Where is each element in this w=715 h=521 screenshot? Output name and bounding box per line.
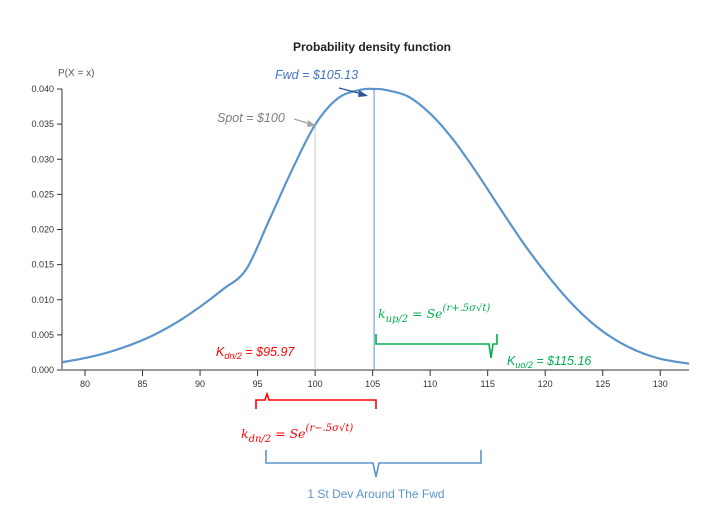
- spot-label: Spot = $100: [217, 111, 285, 125]
- x-ticks: 80 85 90 95 100 105 110 115 120 125 130: [80, 370, 668, 389]
- spot-arrowhead: [307, 120, 316, 127]
- y-tick-label: 0.025: [31, 189, 54, 199]
- k-dn-value: Kdn/2 = $95.97: [216, 345, 295, 361]
- x-tick-label: 95: [253, 379, 263, 389]
- y-tick-label: 0.030: [31, 154, 54, 164]
- x-tick-label: 100: [308, 379, 323, 389]
- y-tick-label: 0.035: [31, 119, 54, 129]
- y-tick-label: 0.020: [31, 225, 54, 235]
- y-tick-label: 0.000: [31, 365, 54, 375]
- x-tick-label: 125: [595, 379, 610, 389]
- k-up-formula: kup/2 = Se(r+.5σ√t): [378, 303, 490, 325]
- k-dn-formula: kdn/2 = Se(r−.5σ√t): [241, 423, 353, 445]
- k-dn-brace: [255, 391, 377, 409]
- fwd-label: Fwd = $105.13: [275, 68, 358, 82]
- k-up-brace: [375, 334, 498, 359]
- chart-title: Probability density function: [293, 40, 451, 54]
- x-tick-label: 105: [365, 379, 380, 389]
- x-tick-label: 115: [480, 379, 494, 389]
- fwd-arrowhead: [358, 90, 368, 97]
- y-axis-label: P(X = x): [58, 68, 94, 79]
- y-tick-label: 0.010: [31, 295, 54, 305]
- reference-lines: [314, 89, 375, 370]
- k-up-value: Kuo/2 = $115.16: [507, 354, 591, 370]
- x-tick-label: 130: [653, 379, 668, 389]
- x-tick-label: 120: [538, 379, 553, 389]
- x-tick-label: 110: [423, 379, 437, 389]
- std-dev-label: 1 St Dev Around The Fwd: [307, 487, 444, 501]
- y-tick-label: 0.040: [31, 84, 54, 94]
- std-dev-brace: [265, 450, 482, 478]
- y-ticks: 0.000 0.005 0.010 0.015 0.020 0.025 0.030 0.035…: [31, 84, 62, 375]
- density-curve: [61, 87, 690, 365]
- x-tick-label: 80: [80, 379, 90, 389]
- x-tick-label: 90: [195, 379, 205, 389]
- y-tick-label: 0.015: [31, 260, 54, 270]
- y-tick-label: 0.005: [31, 330, 54, 340]
- x-tick-label: 85: [138, 379, 148, 389]
